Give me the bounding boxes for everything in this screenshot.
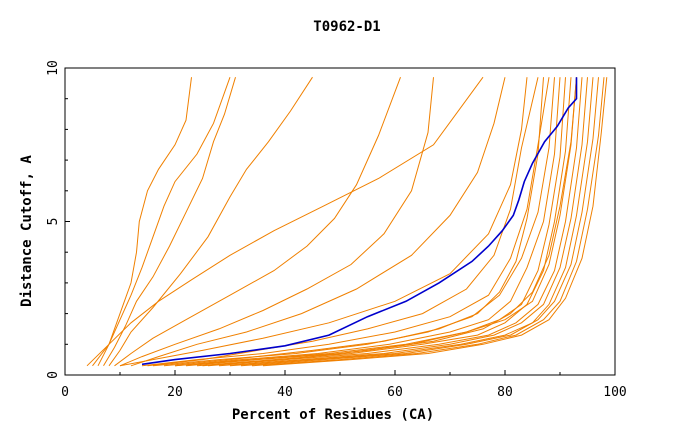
series-line-10 <box>147 77 539 367</box>
series-line-24 <box>202 77 577 367</box>
x-tick-label-80: 80 <box>497 385 513 400</box>
highlight-series-line <box>141 77 578 366</box>
series-line-21 <box>240 77 599 367</box>
series-line-14 <box>174 77 561 367</box>
series-line-13 <box>152 77 555 367</box>
series-line-22 <box>251 77 605 367</box>
series-line-17 <box>174 77 577 367</box>
x-axis-label: Percent of Residues (CA) <box>232 407 434 423</box>
y-tick-label-10: 10 <box>46 60 61 76</box>
series-line-8 <box>130 77 506 367</box>
series-line-2 <box>97 77 231 367</box>
y-axis-label: Distance Cutoff, A <box>19 155 35 307</box>
x-tick-label-40: 40 <box>277 385 293 400</box>
series-line-18 <box>207 77 583 367</box>
series-line-19 <box>218 77 588 367</box>
axes-layer: 0 20 40 60 80 100 0 5 10 <box>46 60 627 400</box>
y-tick-label-5: 5 <box>46 218 61 226</box>
series-line-11 <box>141 77 550 367</box>
series-line-6 <box>119 77 434 367</box>
x-tick-label-60: 60 <box>387 385 403 400</box>
highlight-layer <box>141 77 578 366</box>
x-tick-label-0: 0 <box>61 385 69 400</box>
series-line-5 <box>114 77 401 367</box>
series-line-4 <box>108 76 313 367</box>
series-line-12 <box>163 77 544 367</box>
chart-title: T0962-D1 <box>313 19 380 35</box>
y-tick-label-0: 0 <box>46 371 61 379</box>
series-layer <box>86 76 608 367</box>
series-line-3 <box>103 77 236 367</box>
series-line-23 <box>262 77 608 367</box>
x-tick-label-20: 20 <box>167 385 183 400</box>
x-tick-label-100: 100 <box>603 385 626 400</box>
series-line-9 <box>119 77 528 367</box>
series-line-1 <box>92 77 192 367</box>
series-line-7 <box>86 76 484 367</box>
